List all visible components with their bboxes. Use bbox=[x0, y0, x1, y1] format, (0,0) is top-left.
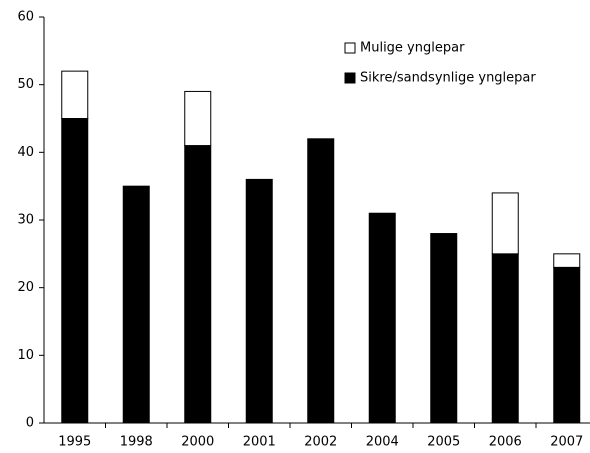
x-tick-label: 1995 bbox=[58, 435, 91, 450]
legend-label: Mulige ynglepar bbox=[360, 41, 465, 56]
legend-swatch bbox=[344, 42, 356, 54]
bar-segment bbox=[61, 118, 89, 424]
bar-segment bbox=[553, 266, 581, 424]
y-tick-label: 40 bbox=[17, 145, 34, 160]
bar-segment bbox=[245, 178, 273, 424]
x-tick-label: 2005 bbox=[427, 435, 460, 450]
bar-segment bbox=[184, 90, 212, 147]
bar-segment bbox=[61, 70, 89, 119]
x-tick-label: 2000 bbox=[181, 435, 214, 450]
legend-label: Sikre/sandsynlige ynglepar bbox=[360, 71, 536, 86]
bar-segment bbox=[307, 138, 335, 424]
bar-segment bbox=[430, 233, 458, 424]
bar-segment bbox=[122, 185, 150, 424]
y-tick-label: 0 bbox=[26, 416, 34, 431]
bar-segment bbox=[491, 253, 519, 424]
y-tick-label: 60 bbox=[17, 10, 34, 25]
y-tick-label: 30 bbox=[17, 213, 34, 228]
x-tick-label: 2006 bbox=[489, 435, 522, 450]
x-tick-label: 2001 bbox=[243, 435, 276, 450]
bar-segment bbox=[184, 145, 212, 424]
legend-swatch bbox=[344, 72, 356, 84]
x-tick-label: 2002 bbox=[304, 435, 337, 450]
bar-segment bbox=[368, 212, 396, 424]
y-tick-label: 10 bbox=[17, 348, 34, 363]
y-tick-label: 50 bbox=[17, 77, 34, 92]
x-tick-label: 1998 bbox=[120, 435, 153, 450]
x-tick-label: 2004 bbox=[366, 435, 399, 450]
bar-segment bbox=[553, 253, 581, 268]
x-tick-label: 2007 bbox=[550, 435, 583, 450]
bar-segment bbox=[491, 192, 519, 255]
y-tick-label: 20 bbox=[17, 280, 34, 295]
